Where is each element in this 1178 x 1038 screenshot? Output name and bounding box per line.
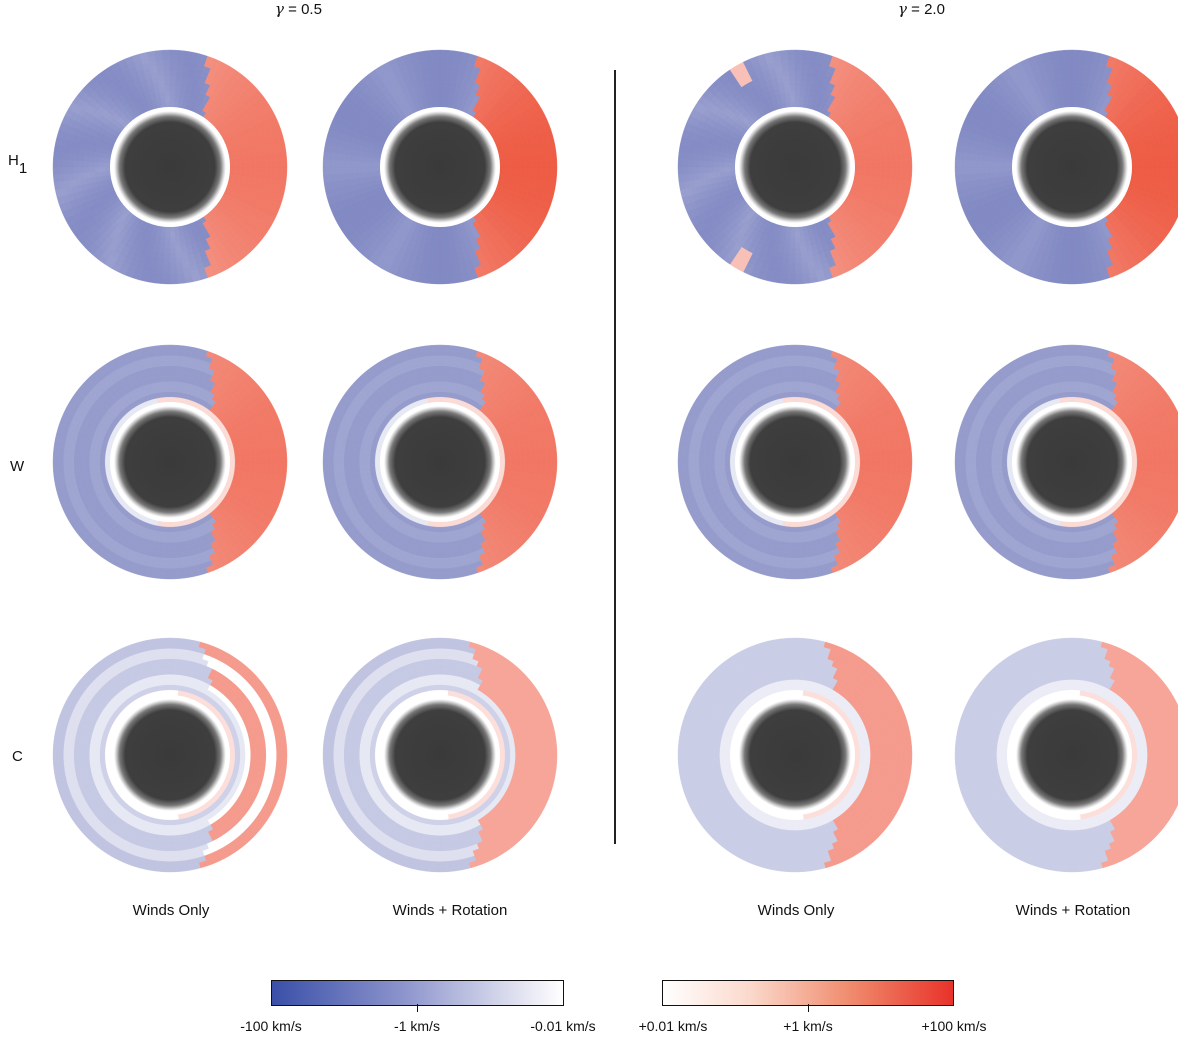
- colorbar-label: +100 km/s: [921, 1018, 987, 1034]
- gamma-symbol: γ: [898, 0, 907, 18]
- colorbar-positive: [662, 980, 954, 1006]
- stellar-core: [1016, 699, 1128, 811]
- stellar-core: [384, 406, 496, 518]
- row-label-w: W: [10, 458, 24, 475]
- stellar-core: [739, 406, 851, 518]
- colorbar-negative: [271, 980, 564, 1006]
- velocity-map-panel: [322, 344, 558, 580]
- row-label-main: W: [10, 458, 25, 475]
- velocity-map-panel: [52, 49, 288, 285]
- colorbar-label: -100 km/s: [240, 1018, 302, 1034]
- colorbar-label: -1 km/s: [394, 1018, 440, 1034]
- velocity-map-panel: [52, 637, 288, 873]
- gamma-header-left: γ = 0.5: [275, 0, 322, 18]
- velocity-map-panel: [677, 637, 913, 873]
- gamma-value: = 0.5: [283, 1, 322, 18]
- panel-divider: [614, 70, 616, 844]
- column-label-winds-rotation-right: Winds + Rotation: [1015, 902, 1131, 919]
- gamma-header-right: γ = 2.0: [898, 0, 945, 18]
- colorbar-label: +0.01 km/s: [638, 1018, 708, 1034]
- row-label-main: H: [8, 152, 19, 169]
- stellar-core: [114, 111, 226, 223]
- stellar-core: [114, 406, 226, 518]
- row-label-main: C: [12, 748, 23, 765]
- column-label-winds-only-left: Winds Only: [132, 902, 210, 919]
- gamma-value: = 2.0: [906, 1, 945, 18]
- column-label-winds-rotation-left: Winds + Rotation: [392, 902, 508, 919]
- row-label-subscript: 1: [18, 160, 28, 177]
- velocity-map-panel: [322, 49, 558, 285]
- row-label-h1: H1: [8, 152, 27, 177]
- velocity-map-panel: [954, 637, 1178, 873]
- colorbar-label: +1 km/s: [783, 1018, 833, 1034]
- row-label-c: C: [12, 748, 23, 765]
- colorbar-tick: [417, 1004, 418, 1012]
- velocity-map-panel: [677, 344, 913, 580]
- stellar-core: [1016, 111, 1128, 223]
- gamma-symbol: γ: [275, 0, 284, 18]
- velocity-map-panel: [954, 344, 1178, 580]
- column-label-winds-only-right: Winds Only: [757, 902, 835, 919]
- stellar-core: [739, 699, 851, 811]
- velocity-map-panel: [52, 344, 288, 580]
- stellar-core: [1016, 406, 1128, 518]
- colorbar-label: -0.01 km/s: [530, 1018, 596, 1034]
- stellar-core: [384, 699, 496, 811]
- velocity-map-panel: [954, 49, 1178, 285]
- stellar-core: [384, 111, 496, 223]
- stellar-core: [114, 699, 226, 811]
- stellar-core: [739, 111, 851, 223]
- velocity-map-panel: [322, 637, 558, 873]
- velocity-map-panel: [677, 49, 913, 285]
- colorbar-tick: [808, 1004, 809, 1012]
